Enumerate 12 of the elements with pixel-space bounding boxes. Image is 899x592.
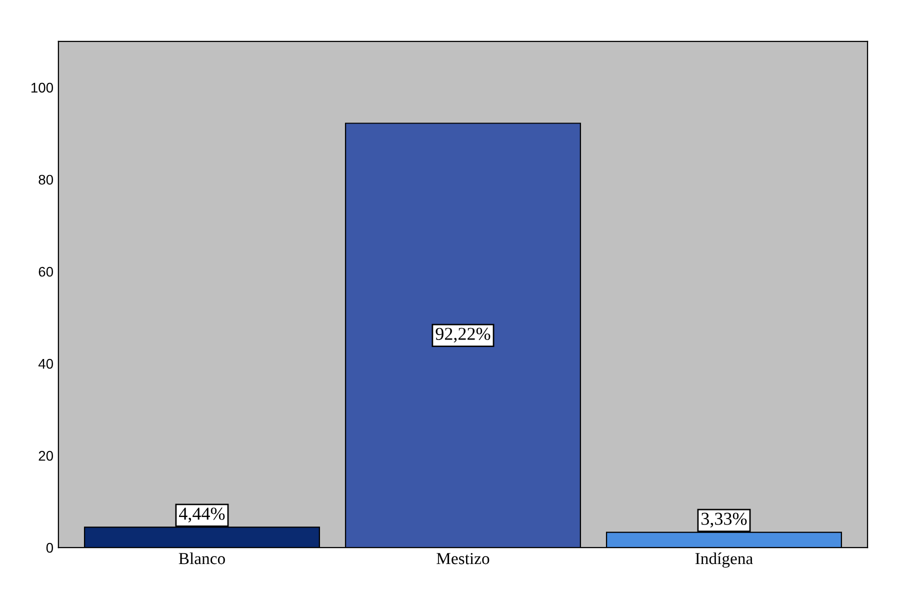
data-label: 3,33% (702, 512, 747, 528)
x-tick-label: Blanco (178, 552, 225, 564)
y-tick-label: 20 (38, 450, 54, 461)
data-label: 4,44% (179, 508, 225, 522)
y-tick-label: 60 (38, 266, 54, 277)
y-tick-label: 80 (38, 174, 54, 185)
y-tick-label: 100 (31, 82, 54, 93)
y-tick-label: 40 (38, 358, 54, 369)
x-tick-label: Indígena (695, 552, 753, 568)
x-tick-label: Mestizo (436, 552, 490, 564)
data-label: 92,22% (436, 328, 490, 343)
y-tick-label: 0 (46, 542, 54, 553)
